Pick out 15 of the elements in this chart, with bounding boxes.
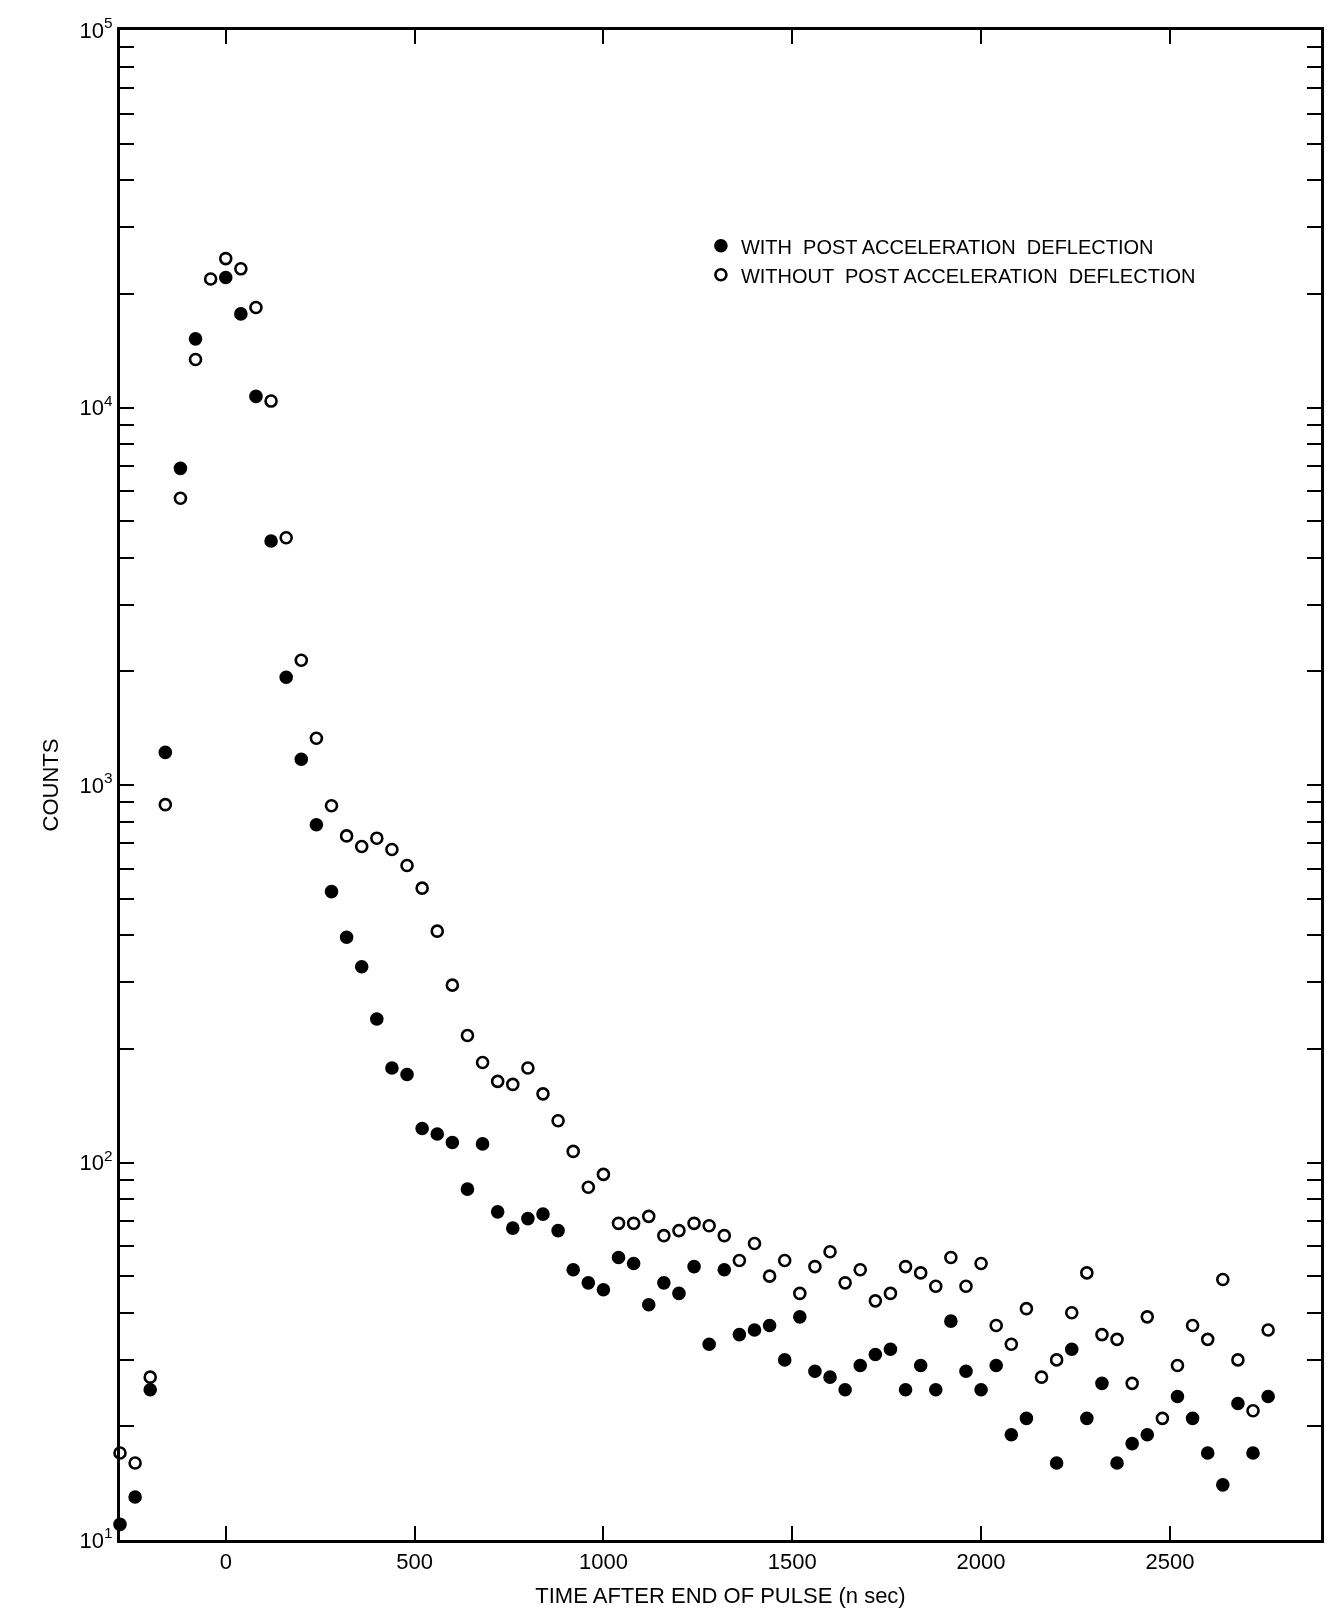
x-tick-label: 1500 <box>767 1549 817 1575</box>
y-tick-label: 10$^{5}$ <box>79 14 113 43</box>
legend-label: WITHOUT POST ACCELERATION DEFLECTION <box>740 264 1196 287</box>
y-tick-label: 10$^{4}$ <box>79 391 114 421</box>
y-tick-label: 10$^{1}$ <box>79 1524 113 1553</box>
x-tick-label: 0 <box>219 1549 232 1575</box>
y-axis-title: COUNTS <box>38 738 64 832</box>
x-axis-title: TIME AFTER END OF PULSE (n sec) <box>535 1583 906 1609</box>
x-tick-label: 2000 <box>956 1549 1006 1575</box>
x-tick-label: 500 <box>396 1549 433 1575</box>
x-tick-label: 2500 <box>1145 1549 1195 1575</box>
y-tick-label: 10$^{2}$ <box>79 1146 113 1176</box>
y-tick-label: 10$^{3}$ <box>79 769 113 798</box>
legend-label: WITH POST ACCELERATION DEFLECTION <box>740 235 1154 258</box>
x-tick-label: 1000 <box>578 1549 628 1575</box>
